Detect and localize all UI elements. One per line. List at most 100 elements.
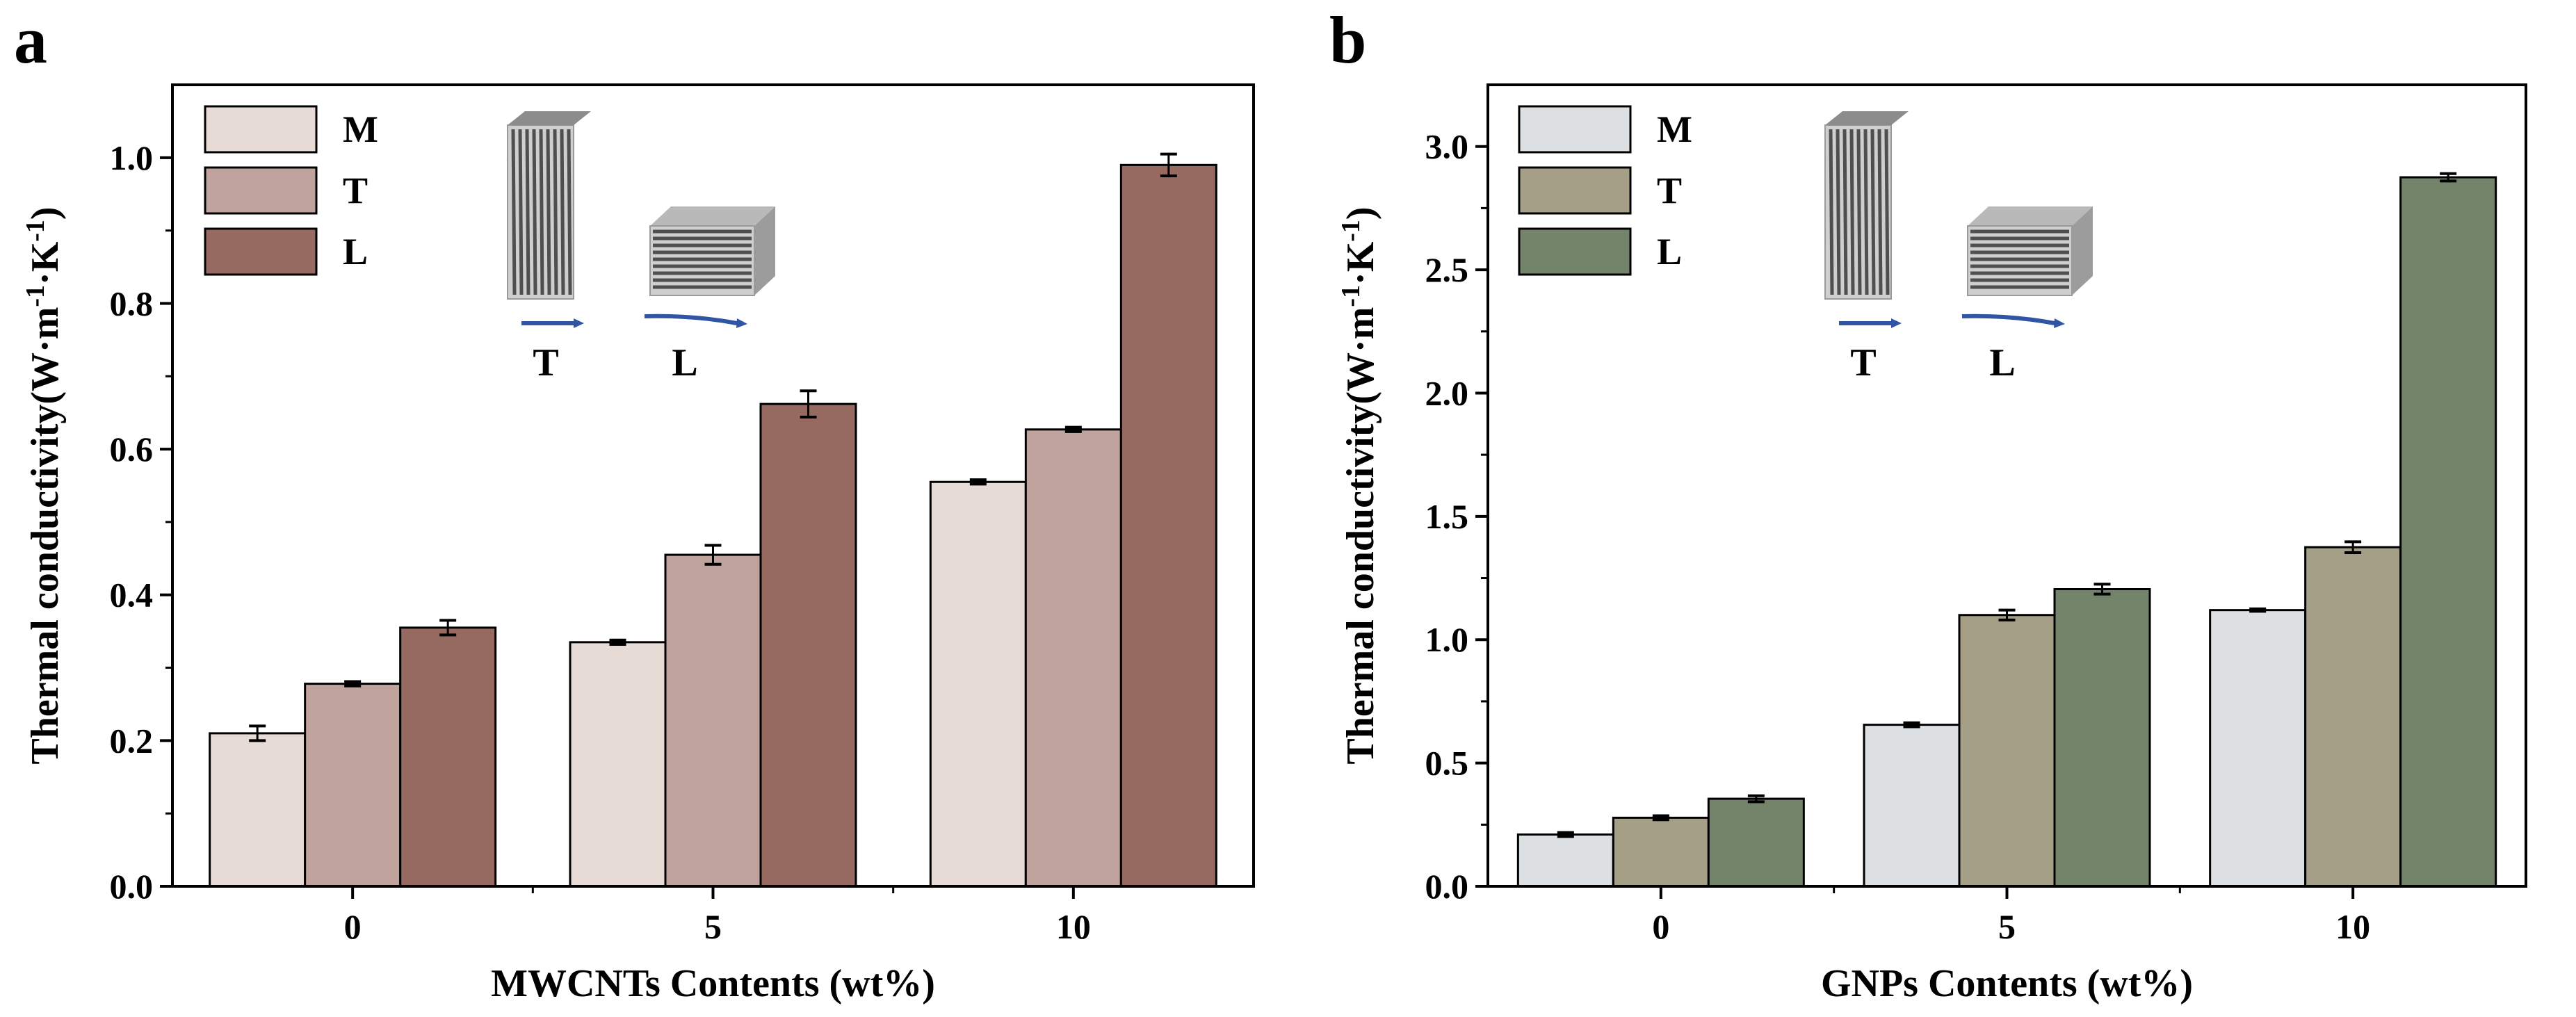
bar-L-10 [1119, 163, 1217, 888]
y-axis-label-mid: ·K [1339, 241, 1382, 285]
panel-letter: b [1329, 3, 1366, 77]
bar-M-5 [1863, 724, 1961, 888]
fiber-strand [1877, 129, 1883, 295]
fiber-strand [1884, 129, 1890, 295]
fiber-strand [1849, 129, 1855, 295]
inset-label-T: T [1850, 341, 1876, 384]
legend-swatch-M [204, 105, 318, 154]
y-axis-label-sup1: -1 [1336, 285, 1366, 307]
y-tick-label: 0.5 [1425, 744, 1469, 783]
bar-T-5 [664, 553, 762, 888]
bar-L-0 [399, 626, 497, 888]
fiber-strand [546, 129, 551, 295]
fiber-strand [518, 129, 524, 295]
fiber-strand [560, 129, 565, 295]
y-axis-label-end: ) [1339, 206, 1382, 220]
legend-label-L: L [1657, 231, 1682, 272]
legend-swatch-L [1518, 227, 1632, 276]
chart-panel-b: b 0.0 0.5 1.0 1.5 2.0 2.5 3.0 0 5 10 GNPs Contents … [1329, 3, 2527, 1005]
bar-T-10 [1024, 428, 1122, 888]
inset-label-L: L [1989, 341, 2015, 384]
inset-label-L: L [672, 341, 697, 384]
plot-frame [171, 83, 1255, 888]
fiber-strand [532, 129, 537, 295]
legend-label-T: T [1657, 170, 1682, 211]
arrow-L-line [644, 314, 738, 325]
fiber-strand [1829, 129, 1834, 295]
fiber-strand [1856, 129, 1862, 295]
bar-T-5 [1958, 614, 2056, 888]
legend-swatch-T [1518, 166, 1632, 215]
panel-letter: a [14, 3, 47, 77]
y-tick-label: 2.5 [1425, 250, 1469, 289]
fiber-strand [567, 129, 572, 295]
bar-L-5 [759, 402, 857, 888]
y-tick-label: 0.2 [110, 721, 154, 760]
x-tick-label: 5 [704, 907, 722, 946]
bar-T-0 [304, 683, 402, 888]
inset-vertical-fibers [507, 111, 591, 300]
bar-T-0 [1612, 816, 1710, 888]
bar-M-10 [2209, 609, 2307, 888]
x-axis-label: GNPs Contents (wt%) [1821, 962, 2193, 1005]
bar-L-0 [1707, 797, 1805, 888]
arrow-T-head [1891, 318, 1902, 328]
y-axis-label-base: Thermal conductivity(W·m [1339, 307, 1382, 765]
bar-M-0 [1516, 833, 1614, 888]
fiber-strand [525, 129, 530, 295]
bar-L-10 [2399, 176, 2497, 888]
bar-M-10 [929, 480, 1027, 888]
bar-T-10 [2304, 546, 2402, 888]
fiber-block-top [650, 206, 775, 226]
x-tick-label: 5 [1998, 907, 2016, 946]
plot-frame [1487, 83, 2527, 888]
legend: MTL [204, 105, 378, 276]
legend-swatch-T [204, 166, 318, 215]
bar-L-5 [2053, 588, 2151, 888]
x-tick-label: 0 [344, 907, 362, 946]
legend-label-M: M [1657, 108, 1692, 150]
arrow-L-line [1961, 314, 2055, 325]
legend-swatch-L [204, 227, 318, 276]
x-tick-label: 10 [1056, 907, 1091, 946]
chart-panel-a: a 0.0 0.2 0.4 0.6 0.8 1.0 0 5 10 MWCNTs Contents (… [14, 3, 1255, 1005]
legend: MTL [1518, 105, 1692, 276]
y-tick-label: 3.0 [1425, 127, 1469, 166]
legend-label-M: M [343, 108, 378, 150]
fiber-block-side [754, 206, 775, 295]
y-axis-label-base: Thermal conductivity(W·m [24, 307, 67, 765]
bar-M-0 [209, 732, 307, 888]
fiber-block-top [1968, 206, 2093, 226]
y-tick-label: 1.0 [110, 138, 154, 177]
y-tick-label: 0.4 [110, 576, 154, 615]
y-axis-label-mid: ·K [24, 241, 67, 285]
inset-horizontal-fibers [649, 206, 775, 296]
y-tick-label: 0.0 [1425, 867, 1469, 906]
arrow-L-head [736, 318, 747, 328]
legend-label-L: L [343, 231, 368, 272]
arrow-L-head [2054, 318, 2065, 328]
y-axis-label: Thermal conductivity(W·m-1·K-1) [21, 206, 67, 764]
fiber-strand [553, 129, 558, 295]
y-axis-label-sup2: -1 [1336, 220, 1366, 242]
y-axis-label-sup1: -1 [21, 285, 50, 307]
fiber-strand [539, 129, 544, 295]
fiber-strand [1836, 129, 1841, 295]
legend-label-T: T [343, 170, 368, 211]
x-tick-label: 0 [1652, 907, 1669, 946]
y-tick-label: 0.0 [110, 867, 154, 906]
y-tick-label: 0.6 [110, 430, 154, 469]
fiber-block-side [2072, 206, 2093, 295]
fiber-block-top [1825, 111, 1909, 125]
y-tick-label: 1.0 [1425, 620, 1469, 659]
inset-vertical-fibers [1824, 111, 1909, 300]
y-axis-label-end: ) [24, 206, 67, 220]
bar-M-5 [569, 641, 667, 888]
y-tick-label: 1.5 [1425, 497, 1469, 536]
x-axis-label: MWCNTs Contents (wt%) [491, 962, 935, 1005]
fiber-strand [1870, 129, 1876, 295]
fiber-block-top [508, 111, 591, 125]
arrow-T-head [574, 318, 584, 328]
fiber-strand [511, 129, 517, 295]
